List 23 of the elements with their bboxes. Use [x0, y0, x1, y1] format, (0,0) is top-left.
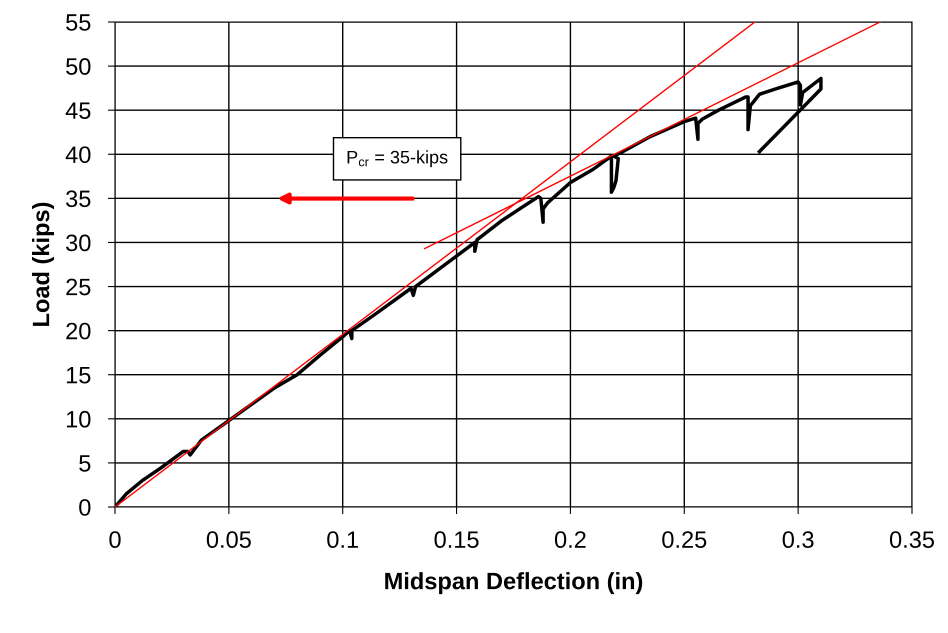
x-tick-label: 0.05: [206, 531, 251, 548]
y-tick-label: 45: [66, 102, 90, 119]
x-tick-label: 0: [109, 531, 121, 548]
x-tick-label: 0.15: [434, 531, 479, 548]
x-tick-label: 0.3: [782, 531, 814, 548]
y-tick-label: 50: [66, 58, 90, 75]
x-axis-title: Midspan Deflection (in): [385, 572, 642, 594]
x-tick-label: 0.1: [327, 531, 358, 548]
y-tick-label: 25: [66, 278, 90, 296]
y-tick-label: 20: [66, 322, 90, 340]
y-tick-label: 0: [79, 499, 90, 516]
y-tick-label: 40: [66, 146, 90, 164]
y-tick-label: 35: [66, 190, 90, 208]
y-tick-label: 55: [66, 14, 90, 31]
y-tick-label: 30: [66, 234, 90, 252]
x-tick-label: 0.2: [554, 531, 586, 548]
annotation: P$_{cr}$ = 35-kips: [348, 150, 448, 168]
x-tick-label: 0.35: [890, 531, 934, 548]
y-tick-label: 15: [66, 367, 90, 384]
y-tick-label: 5: [79, 455, 90, 472]
x-tick-label: 0.25: [662, 531, 706, 548]
y-axis-title: Load (kips): [32, 202, 54, 326]
y-tick-label: 10: [66, 410, 90, 428]
